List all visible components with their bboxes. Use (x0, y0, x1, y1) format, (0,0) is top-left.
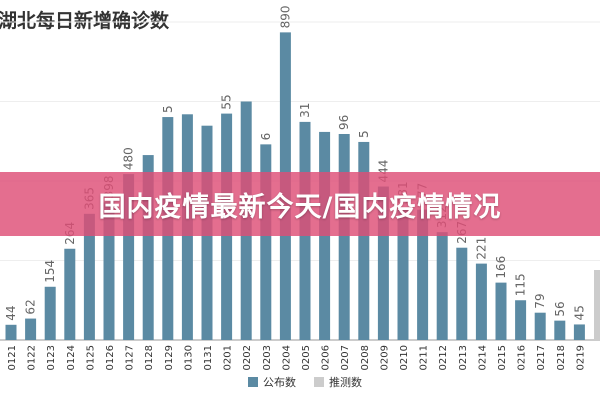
banner-text: 国内疫情最新今天/国内疫情情况 (98, 191, 502, 223)
bar-value-label: 154 (43, 260, 57, 283)
headline-banner: 国内疫情最新今天/国内疫情情况 (0, 172, 600, 236)
x-tick-label: 0216 (517, 345, 528, 370)
x-tick-label: 0121 (7, 345, 18, 370)
bar-value-label: 79 (533, 293, 547, 308)
x-tick-label: 0128 (144, 345, 155, 370)
bar (123, 174, 135, 340)
legend-swatch-estimated (314, 377, 324, 387)
bar-value-label: 31 (298, 103, 312, 118)
x-tick-label: 0203 (262, 345, 273, 370)
x-tick-label: 0207 (340, 345, 351, 370)
legend-label-published: 公布数 (263, 376, 296, 389)
bar-value-label: 166 (494, 256, 508, 279)
bar (25, 318, 37, 340)
bar (44, 286, 56, 340)
x-tick-label: 0124 (66, 345, 77, 370)
bar (358, 141, 370, 340)
x-tick-label: 0215 (497, 345, 508, 370)
bar (397, 208, 409, 340)
bar (260, 144, 272, 340)
chart-title: 湖北每日新增确诊数 (0, 10, 170, 32)
x-tick-label: 0204 (281, 345, 292, 370)
bar (338, 133, 350, 340)
x-tick-label: 0205 (301, 345, 312, 370)
bar (64, 248, 76, 340)
legend-label-estimated: 推测数 (329, 376, 362, 389)
legend-item-published: 公布数 (248, 374, 296, 390)
bar-value-label: 480 (122, 147, 136, 170)
x-tick-label: 0125 (85, 345, 96, 370)
bar-value-label: 5 (161, 105, 175, 113)
bar-value-label: 55 (220, 94, 234, 109)
bar (534, 312, 546, 340)
bar-value-label: 96 (337, 115, 351, 130)
bar-value-label: 221 (474, 237, 488, 260)
x-tick-label: 0219 (575, 345, 586, 370)
x-tick-label: 0126 (105, 345, 116, 370)
x-tick-label: 0212 (438, 345, 449, 370)
x-tick-label: 0206 (321, 345, 332, 370)
x-tick-label: 0129 (164, 345, 175, 370)
x-tick-label: 0211 (419, 345, 430, 370)
x-tick-label: 0127 (125, 345, 136, 370)
x-tick-label: 0217 (536, 345, 547, 370)
x-tick-label: 0213 (458, 345, 469, 370)
bar (554, 320, 566, 340)
x-tick-label: 0130 (183, 345, 194, 370)
estimated-bar (594, 270, 600, 340)
bar-value-label: 115 (514, 273, 528, 296)
x-tick-label: 0210 (399, 345, 410, 370)
bar (475, 263, 487, 340)
bar (103, 202, 115, 340)
bar-value-label: 62 (24, 299, 38, 314)
bar (515, 300, 527, 340)
bar (573, 324, 585, 340)
x-tick-label: 0218 (556, 345, 567, 370)
bar-value-label: 890 (278, 5, 292, 28)
x-tick-label: 0209 (379, 345, 390, 370)
bar-value-label: 5 (357, 130, 371, 138)
x-tick-label: 0131 (203, 345, 214, 370)
bar-value-label: 44 (4, 306, 18, 321)
x-tick-label: 0214 (477, 345, 488, 370)
bar (456, 247, 468, 340)
bar (436, 232, 448, 340)
bar-value-label: 6 (259, 133, 273, 141)
bar (417, 209, 429, 340)
x-tick-label: 0201 (223, 345, 234, 370)
bar (142, 155, 154, 340)
bar-value-label: 45 (572, 305, 586, 320)
legend-swatch-published (248, 377, 258, 387)
bar-value-label: 56 (553, 301, 567, 316)
x-tick-label: 0202 (242, 345, 253, 370)
bar (5, 324, 17, 340)
x-tick-label: 0208 (360, 345, 371, 370)
bar (495, 282, 507, 340)
x-tick-label: 0123 (46, 345, 57, 370)
bar (83, 213, 95, 340)
legend-item-estimated: 推测数 (314, 374, 362, 390)
x-tick-label: 0122 (27, 345, 38, 370)
bar (377, 186, 389, 340)
chart-legend: 公布数 推测数 (248, 374, 362, 390)
